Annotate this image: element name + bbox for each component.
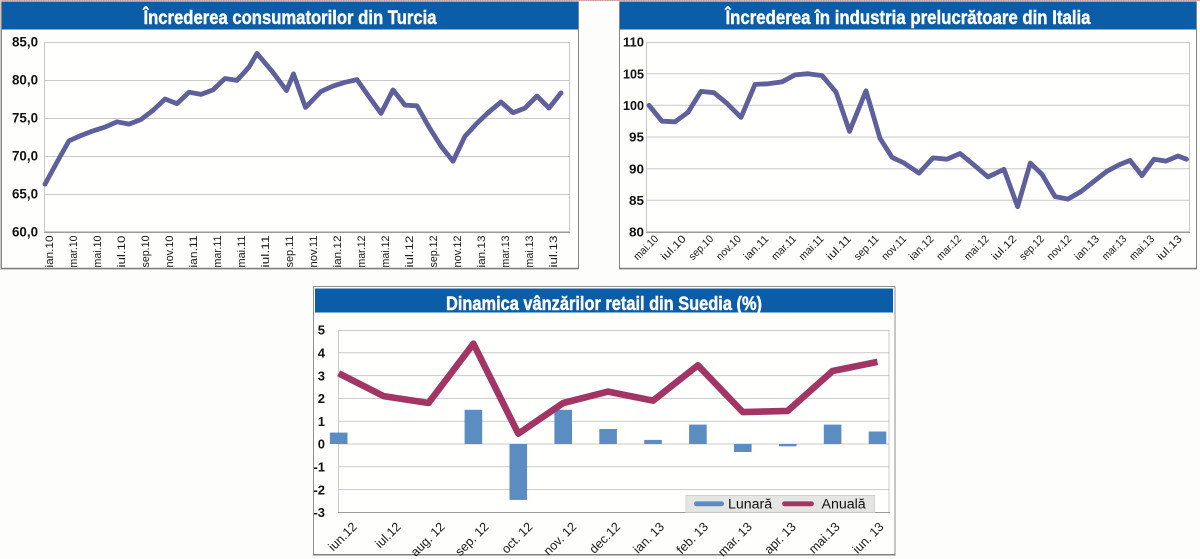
svg-text:90: 90	[629, 161, 644, 176]
svg-text:0: 0	[318, 437, 325, 452]
svg-text:mai.13: mai.13	[524, 236, 536, 268]
svg-text:mai.12: mai.12	[380, 236, 392, 268]
svg-text:65,0: 65,0	[12, 187, 38, 202]
svg-text:Anuală: Anuală	[822, 497, 866, 513]
svg-text:sep.12: sep.12	[428, 236, 440, 268]
svg-text:iul.13: iul.13	[548, 236, 560, 268]
svg-text:ian.13: ian.13	[476, 236, 488, 268]
svg-text:4: 4	[318, 346, 326, 361]
svg-text:-1: -1	[313, 460, 325, 475]
svg-text:ian.12: ian.12	[332, 236, 344, 268]
svg-text:2: 2	[318, 391, 325, 406]
svg-text:80,0: 80,0	[12, 73, 38, 88]
svg-text:85: 85	[629, 193, 644, 208]
svg-text:1: 1	[318, 414, 325, 429]
svg-text:mai.10: mai.10	[92, 236, 104, 268]
svg-text:iul.10: iul.10	[116, 236, 128, 268]
svg-text:mar.10: mar.10	[68, 236, 80, 268]
svg-text:-2: -2	[313, 482, 325, 497]
svg-text:Încrederea consumatorilor din: Încrederea consumatorilor din Turcia	[143, 5, 437, 29]
svg-text:Încrederea în industria preluc: Încrederea în industria prelucrătoare di…	[725, 5, 1091, 29]
svg-text:75,0: 75,0	[12, 111, 38, 126]
svg-text:iul.12: iul.12	[404, 236, 416, 268]
svg-text:105: 105	[623, 66, 644, 81]
svg-text:iul.11: iul.11	[260, 236, 272, 268]
svg-text:sep.10: sep.10	[140, 236, 152, 268]
svg-text:70,0: 70,0	[12, 149, 38, 164]
svg-text:nov.11: nov.11	[308, 236, 320, 268]
svg-text:nov.10: nov.10	[164, 236, 176, 268]
svg-text:95: 95	[629, 130, 644, 145]
svg-text:-3: -3	[313, 505, 325, 520]
svg-text:60,0: 60,0	[12, 225, 38, 240]
svg-text:sep.11: sep.11	[284, 236, 296, 268]
svg-text:5: 5	[318, 323, 325, 338]
svg-text:3: 3	[318, 368, 325, 383]
svg-text:mai.11: mai.11	[236, 236, 248, 268]
svg-text:mar.11: mar.11	[212, 236, 224, 268]
svg-text:mar.12: mar.12	[356, 236, 368, 268]
svg-text:mar.13: mar.13	[500, 236, 512, 268]
svg-text:ian.10: ian.10	[44, 236, 56, 268]
svg-text:110: 110	[623, 35, 644, 50]
svg-text:80: 80	[629, 225, 644, 240]
svg-text:Dinamica vânzărilor retail din: Dinamica vânzărilor retail din Suedia (%…	[446, 294, 762, 315]
svg-text:nov.12: nov.12	[452, 236, 464, 268]
svg-text:Lunară: Lunară	[728, 497, 772, 513]
svg-text:ian.11: ian.11	[188, 236, 200, 268]
svg-text:85,0: 85,0	[12, 35, 38, 50]
svg-text:100: 100	[623, 98, 644, 113]
